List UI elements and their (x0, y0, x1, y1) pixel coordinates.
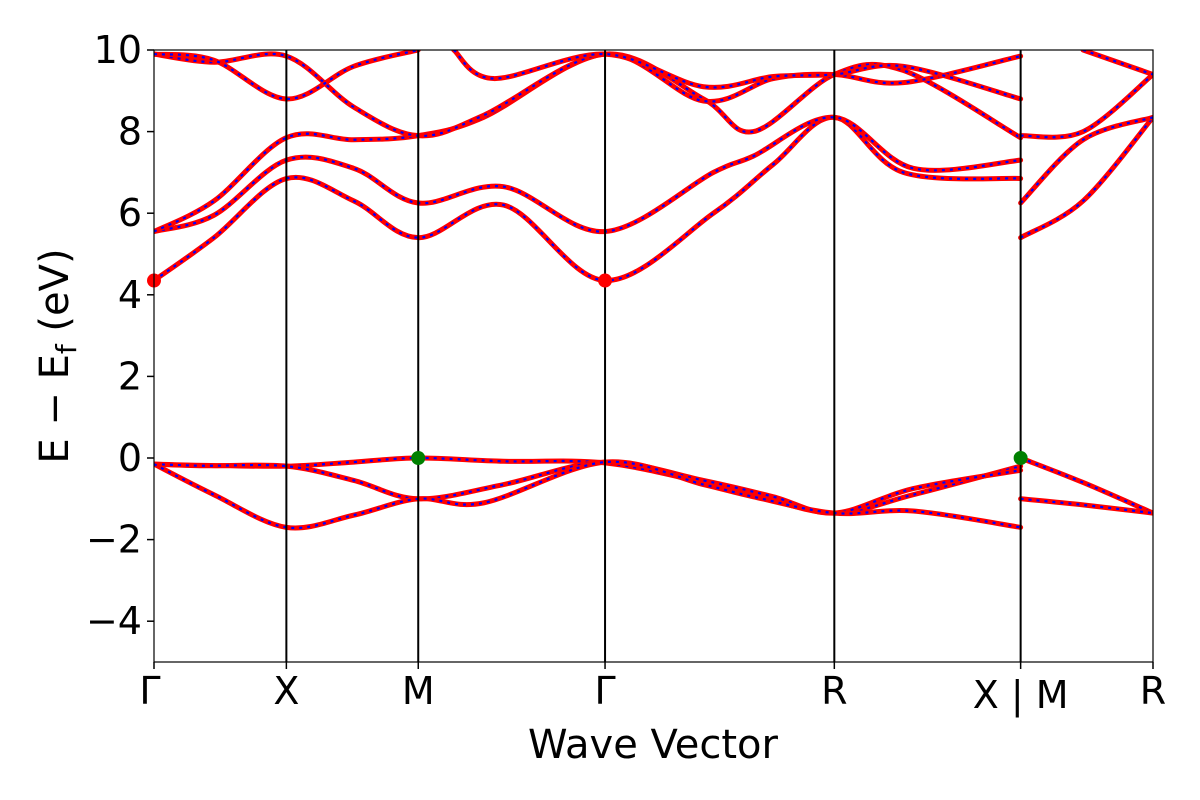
band-7-segment-1-overlay (154, 52, 1021, 137)
band-8-segment-1-overlay (154, 50, 419, 101)
band-4-segment-1 (154, 114, 1024, 284)
y-tick-label-1: −4 (86, 599, 142, 643)
band-8-segment-2 (451, 50, 1024, 102)
x-tick-label-2: X (273, 669, 299, 713)
y-axis-label: E − Ef (eV) (32, 248, 83, 463)
x-tick-label-3: M (402, 669, 435, 713)
x-tick-label-4: Γ (594, 669, 615, 713)
cbm-marker-2 (598, 273, 613, 288)
y-tick-label-8: 10 (94, 28, 142, 72)
x-tick-label-5: R (821, 669, 847, 713)
band-5-segment-1-overlay (154, 116, 1021, 233)
y-tick-label-4: 2 (118, 354, 142, 398)
band-1-segment-2 (1018, 455, 1153, 516)
band-7-segment-2 (1080, 50, 1153, 77)
band-4-segment-2-overlay (1020, 116, 1153, 239)
band-5-segment-1 (154, 114, 1024, 235)
band-2-segment-1-overlay (154, 460, 1021, 515)
x-axis-label: Wave Vector (528, 722, 779, 768)
kpoint-lines (285, 50, 1022, 662)
band-2-segment-2 (1018, 496, 1153, 516)
x-tick-label-1: Γ (139, 669, 160, 713)
bands-layer (154, 50, 1153, 531)
y-tick-label-5: 4 (118, 273, 142, 317)
band-6-segment-1-overlay (154, 52, 1022, 233)
y-axis-ticks: −4 −2 0 2 4 6 8 10 (86, 28, 154, 643)
x-tick-label-6: X | M (973, 673, 1069, 718)
x-axis-ticks: Γ X M Γ R X | M R (139, 662, 1166, 718)
extrema-markers (147, 273, 1028, 465)
y-axis-label-unit: (eV) (32, 248, 78, 344)
band-6-segment-2 (1018, 71, 1153, 140)
y-tick-label-6: 6 (118, 191, 142, 235)
vbm-marker-4 (1013, 451, 1028, 465)
y-tick-label-3: 0 (118, 436, 142, 480)
band-3-segment-1-overlay (154, 460, 1021, 530)
band-2-segment-1 (154, 459, 1024, 516)
band-5-segment-2-overlay (1019, 116, 1153, 204)
band-8-segment-2-overlay (452, 50, 1021, 101)
vbm-marker-3 (411, 451, 426, 465)
x-tick-label-7: R (1140, 669, 1166, 713)
band-4-segment-1-overlay (154, 116, 1021, 282)
y-tick-label-2: −2 (86, 518, 142, 562)
band-6-segment-1 (154, 51, 1024, 235)
y-axis-label-main: E − E (32, 354, 78, 464)
plot-frame (153, 49, 1154, 663)
y-tick-label-7: 8 (118, 110, 142, 154)
y-axis-label-subscript: f (50, 343, 83, 354)
